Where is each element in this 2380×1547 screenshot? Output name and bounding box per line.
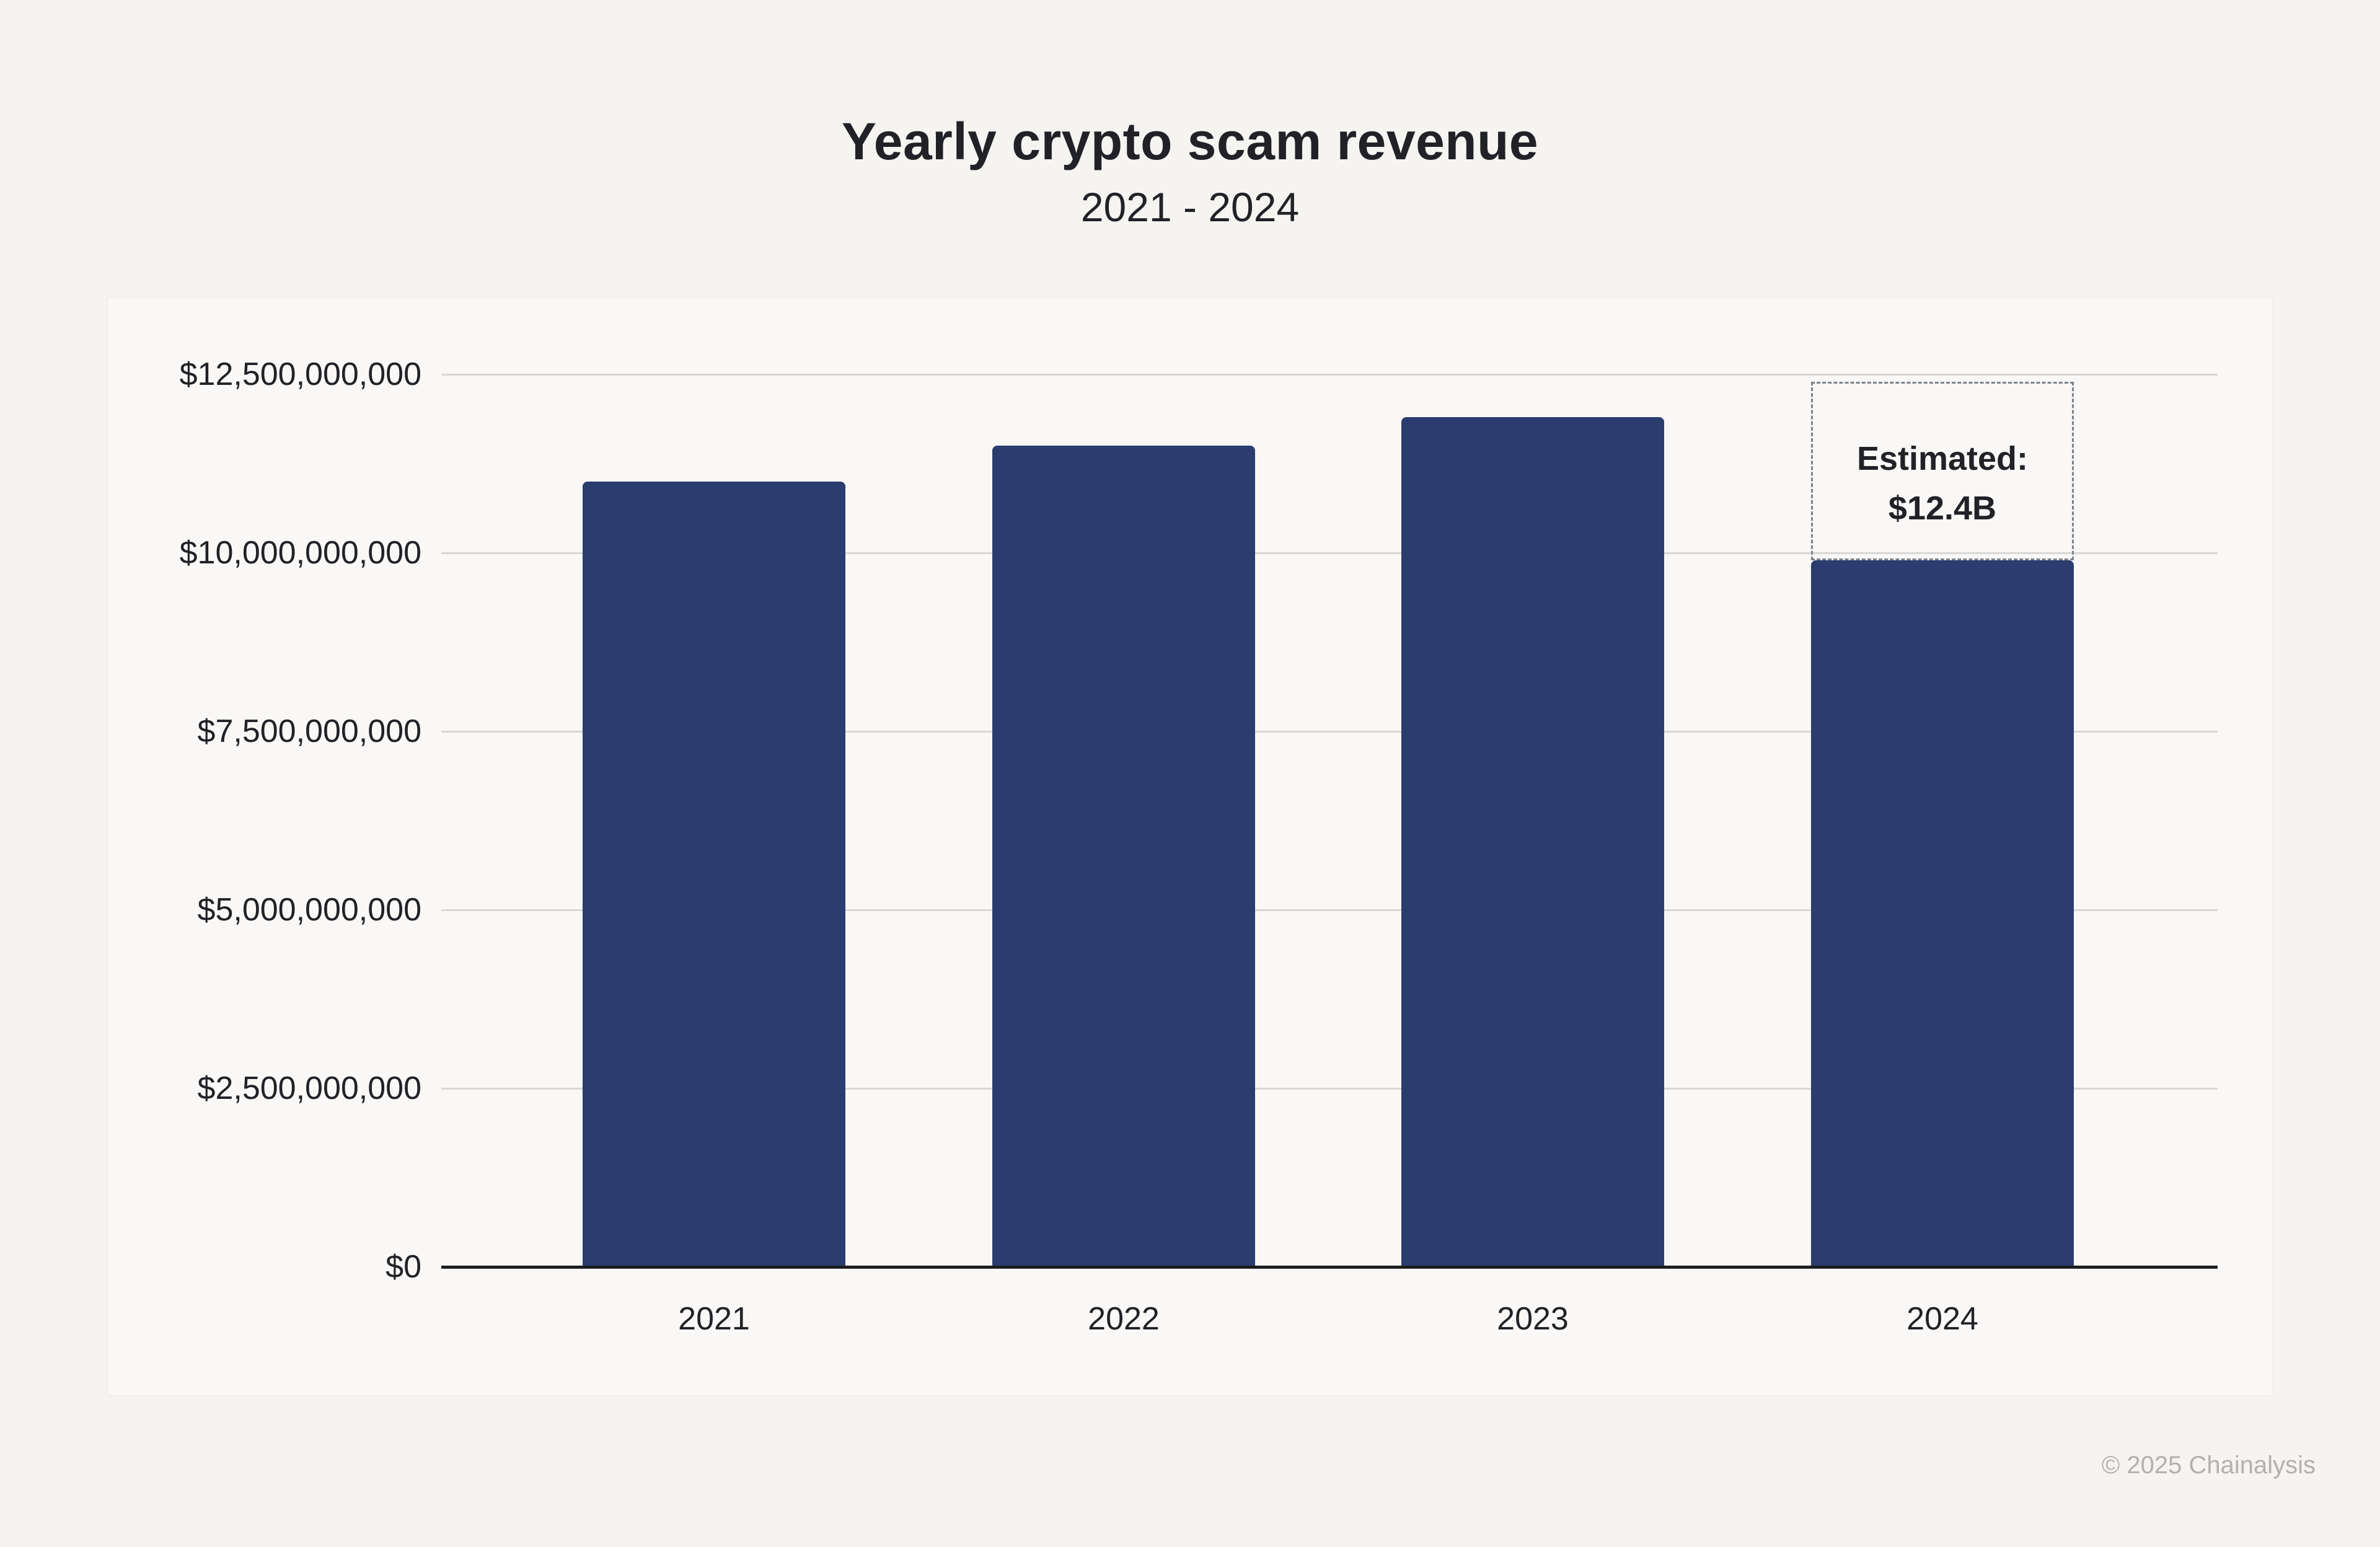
page-title: Yearly crypto scam revenue xyxy=(841,112,1539,170)
y-axis-tick-label: $0 xyxy=(386,1249,421,1285)
bar-2022 xyxy=(992,446,1255,1267)
y-axis-tick-label: $12,500,000,000 xyxy=(179,356,421,392)
y-axis-tick-label: $5,000,000,000 xyxy=(197,892,421,928)
y-gridline xyxy=(441,552,2218,554)
estimate-annotation-box: Estimated: $12.4B xyxy=(1811,381,2074,560)
bar-2023 xyxy=(1401,417,1664,1267)
x-axis-tick-label-2024: 2024 xyxy=(1906,1301,1978,1337)
y-axis-tick-label: $10,000,000,000 xyxy=(179,535,421,571)
x-axis-tick-label-2023: 2023 xyxy=(1497,1301,1569,1337)
y-gridline xyxy=(441,1088,2218,1090)
y-gridline xyxy=(441,909,2218,911)
bar-2024 xyxy=(1811,560,2074,1267)
page-subtitle: 2021 - 2024 xyxy=(1080,184,1300,230)
x-axis-line xyxy=(441,1266,2218,1269)
y-gridline xyxy=(441,374,2218,376)
y-axis-tick-label: $2,500,000,000 xyxy=(197,1070,421,1106)
y-axis-tick-label: $7,500,000,000 xyxy=(197,713,421,749)
estimate-value: $12.4B xyxy=(1888,489,1997,527)
x-axis-tick-label-2021: 2021 xyxy=(678,1301,750,1337)
bar-2021 xyxy=(583,481,845,1267)
y-gridline xyxy=(441,731,2218,733)
estimate-label: Estimated: xyxy=(1856,439,2029,477)
x-axis-tick-label-2022: 2022 xyxy=(1088,1301,1160,1337)
copyright-text: © 2025 Chainalysis xyxy=(2101,1452,2316,1479)
